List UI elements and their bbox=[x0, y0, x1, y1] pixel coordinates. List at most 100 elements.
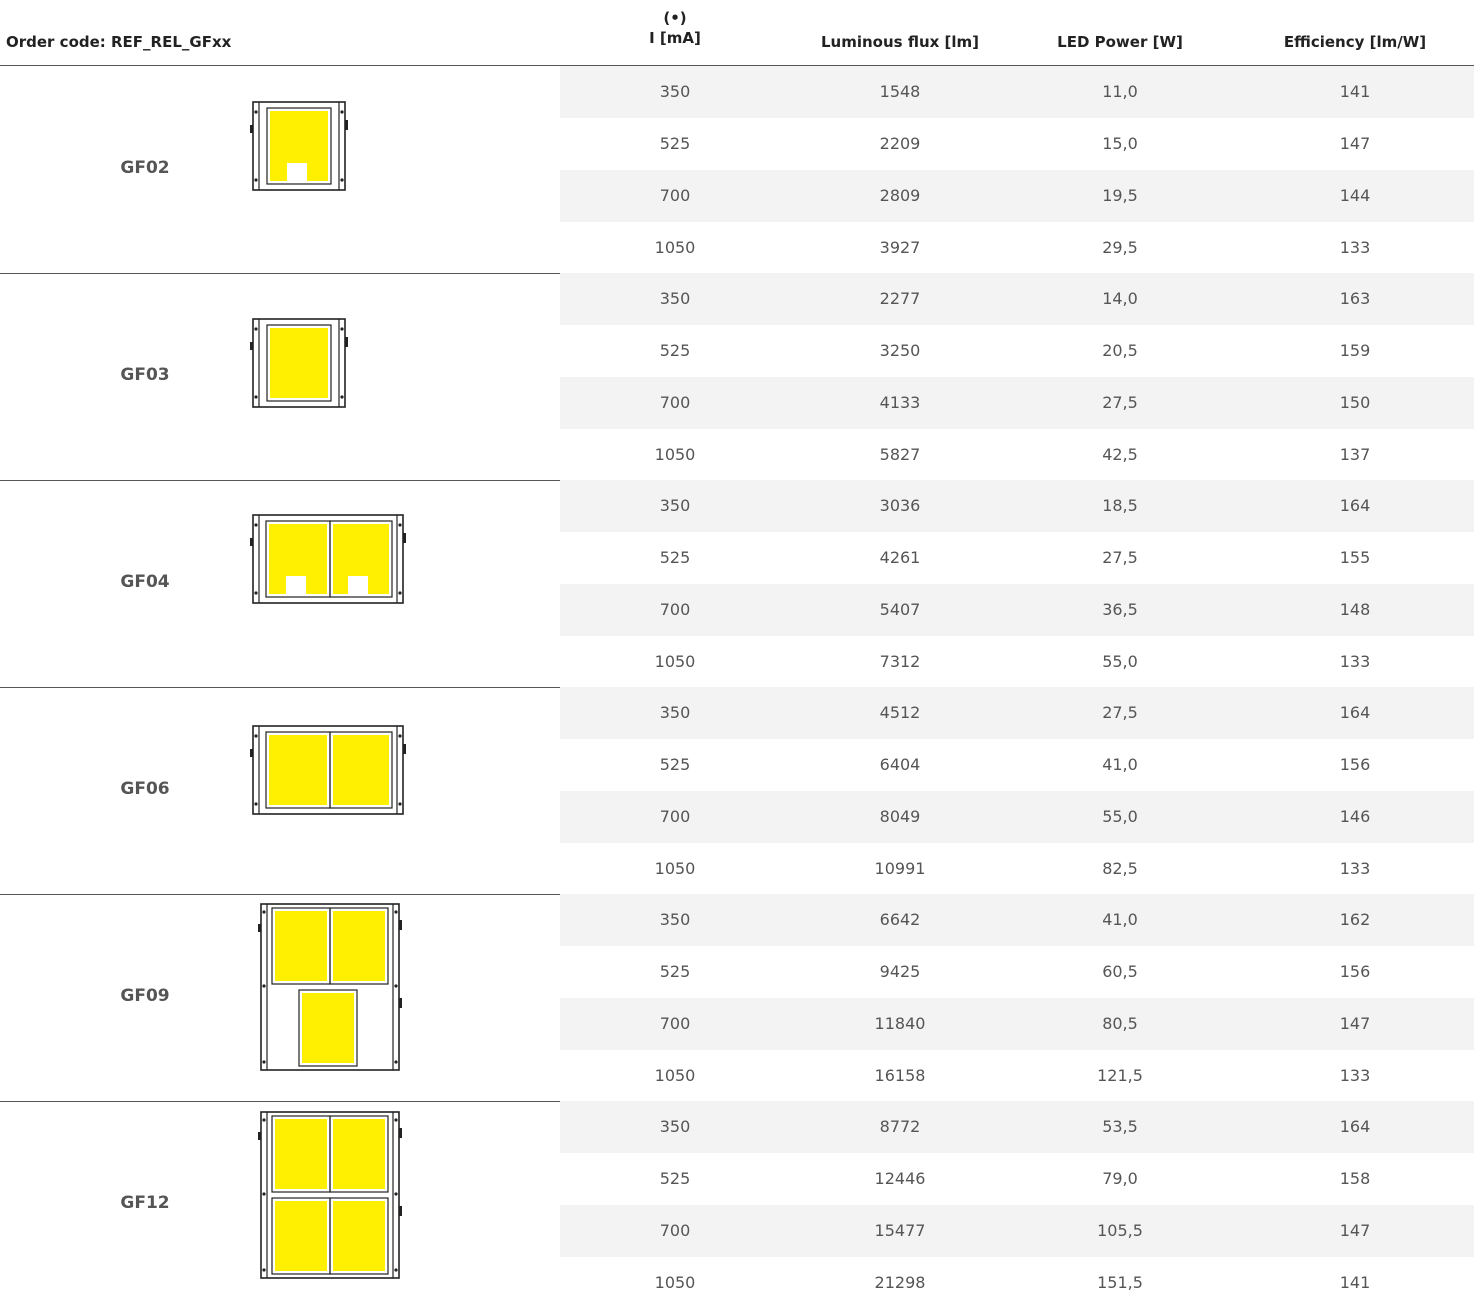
current-cell: 525 bbox=[659, 962, 691, 981]
efficiency-cell: 147 bbox=[1339, 134, 1371, 153]
current-cell: 700 bbox=[659, 807, 691, 826]
current-cell: 525 bbox=[659, 1169, 691, 1188]
current-cell: 1050 bbox=[654, 238, 696, 257]
current-cell: 700 bbox=[659, 186, 691, 205]
table-row: 1050 7312 55,0 133 bbox=[560, 636, 1474, 688]
current-cell: 1050 bbox=[654, 1066, 696, 1085]
power-cell: 15,0 bbox=[1102, 134, 1138, 153]
flux-cell: 1548 bbox=[879, 82, 921, 101]
table-row: 350 2277 14,0 163 bbox=[560, 273, 1474, 325]
product-group: GF09 350 6642 41,0 162 525 9425 60,5 156… bbox=[0, 894, 1474, 1102]
table-row: 350 3036 18,5 164 bbox=[560, 480, 1474, 532]
product-code: GF09 bbox=[120, 986, 170, 1006]
current-cell: 525 bbox=[659, 341, 691, 360]
flux-cell: 3927 bbox=[879, 238, 921, 257]
current-header-label: I [mA] bbox=[649, 29, 701, 47]
table-row: 1050 16158 121,5 133 bbox=[560, 1050, 1474, 1102]
current-header: (•) I [mA] bbox=[620, 8, 730, 48]
flux-cell: 15477 bbox=[874, 1221, 926, 1240]
luminous-flux-header: Luminous flux [lm] bbox=[821, 33, 979, 51]
power-cell: 27,5 bbox=[1102, 548, 1138, 567]
efficiency-cell: 155 bbox=[1339, 548, 1371, 567]
table-row: 700 5407 36,5 148 bbox=[560, 584, 1474, 636]
efficiency-cell: 163 bbox=[1339, 289, 1371, 308]
power-cell: 42,5 bbox=[1102, 445, 1138, 464]
product-group: GF04 350 3036 18,5 164 525 4261 27,5 155… bbox=[0, 480, 1474, 688]
table-row: 700 15477 105,5 147 bbox=[560, 1205, 1474, 1257]
product-code: GF12 bbox=[120, 1193, 170, 1213]
flux-cell: 2809 bbox=[879, 186, 921, 205]
current-cell: 350 bbox=[659, 1117, 691, 1136]
power-cell: 29,5 bbox=[1102, 238, 1138, 257]
table-row: 1050 5827 42,5 137 bbox=[560, 429, 1474, 481]
flux-cell: 2277 bbox=[879, 289, 921, 308]
efficiency-cell: 144 bbox=[1339, 186, 1371, 205]
table-row: 700 8049 55,0 146 bbox=[560, 791, 1474, 843]
product-code: GF02 bbox=[120, 158, 170, 178]
table-row: 1050 21298 151,5 141 bbox=[560, 1257, 1474, 1309]
flux-cell: 2209 bbox=[879, 134, 921, 153]
power-cell: 105,5 bbox=[1097, 1221, 1143, 1240]
gf04-module-icon bbox=[250, 514, 406, 604]
table-row: 1050 10991 82,5 133 bbox=[560, 843, 1474, 895]
flux-cell: 8049 bbox=[879, 807, 921, 826]
flux-cell: 10991 bbox=[874, 859, 926, 878]
efficiency-cell: 133 bbox=[1339, 1066, 1371, 1085]
current-cell: 700 bbox=[659, 1221, 691, 1240]
efficiency-cell: 137 bbox=[1339, 445, 1371, 464]
table-row: 700 2809 19,5 144 bbox=[560, 170, 1474, 222]
current-cell: 700 bbox=[659, 600, 691, 619]
flux-cell: 9425 bbox=[879, 962, 921, 981]
efficiency-cell: 159 bbox=[1339, 341, 1371, 360]
gf09-module-icon bbox=[258, 903, 402, 1071]
table-row: 525 3250 20,5 159 bbox=[560, 325, 1474, 377]
efficiency-cell: 148 bbox=[1339, 600, 1371, 619]
efficiency-cell: 147 bbox=[1339, 1221, 1371, 1240]
current-cell: 525 bbox=[659, 134, 691, 153]
efficiency-cell: 162 bbox=[1339, 910, 1371, 929]
product-group: GF12 350 8772 53,5 164 525 12446 79,0 15… bbox=[0, 1101, 1474, 1308]
flux-cell: 8772 bbox=[879, 1117, 921, 1136]
flux-cell: 4261 bbox=[879, 548, 921, 567]
table-row: 525 2209 15,0 147 bbox=[560, 118, 1474, 170]
power-cell: 121,5 bbox=[1097, 1066, 1143, 1085]
flux-cell: 21298 bbox=[874, 1273, 926, 1292]
flux-cell: 16158 bbox=[874, 1066, 926, 1085]
current-cell: 525 bbox=[659, 755, 691, 774]
power-cell: 11,0 bbox=[1102, 82, 1138, 101]
current-note-marker: (•) bbox=[663, 9, 687, 27]
power-cell: 53,5 bbox=[1102, 1117, 1138, 1136]
gf06-module-icon bbox=[250, 725, 406, 815]
power-cell: 20,5 bbox=[1102, 341, 1138, 360]
current-cell: 350 bbox=[659, 910, 691, 929]
current-cell: 350 bbox=[659, 703, 691, 722]
flux-cell: 5827 bbox=[879, 445, 921, 464]
current-cell: 700 bbox=[659, 393, 691, 412]
power-cell: 80,5 bbox=[1102, 1014, 1138, 1033]
power-cell: 55,0 bbox=[1102, 807, 1138, 826]
power-cell: 36,5 bbox=[1102, 600, 1138, 619]
efficiency-cell: 150 bbox=[1339, 393, 1371, 412]
flux-cell: 4512 bbox=[879, 703, 921, 722]
flux-cell: 12446 bbox=[874, 1169, 926, 1188]
flux-cell: 3250 bbox=[879, 341, 921, 360]
product-group: GF06 350 4512 27,5 164 525 6404 41,0 156… bbox=[0, 687, 1474, 895]
efficiency-cell: 147 bbox=[1339, 1014, 1371, 1033]
flux-cell: 7312 bbox=[879, 652, 921, 671]
current-cell: 1050 bbox=[654, 859, 696, 878]
table-row: 525 6404 41,0 156 bbox=[560, 739, 1474, 791]
current-cell: 1050 bbox=[654, 652, 696, 671]
gf02-module-icon bbox=[250, 101, 348, 191]
table-row: 350 8772 53,5 164 bbox=[560, 1101, 1474, 1153]
led-power-header: LED Power [W] bbox=[1057, 33, 1183, 51]
efficiency-cell: 164 bbox=[1339, 703, 1371, 722]
product-code: GF04 bbox=[120, 572, 170, 592]
current-cell: 350 bbox=[659, 496, 691, 515]
current-cell: 350 bbox=[659, 82, 691, 101]
efficiency-cell: 164 bbox=[1339, 1117, 1371, 1136]
product-code: GF06 bbox=[120, 779, 170, 799]
power-cell: 19,5 bbox=[1102, 186, 1138, 205]
flux-cell: 11840 bbox=[874, 1014, 926, 1033]
efficiency-cell: 133 bbox=[1339, 652, 1371, 671]
efficiency-header: Efficiency [lm/W] bbox=[1283, 33, 1427, 51]
